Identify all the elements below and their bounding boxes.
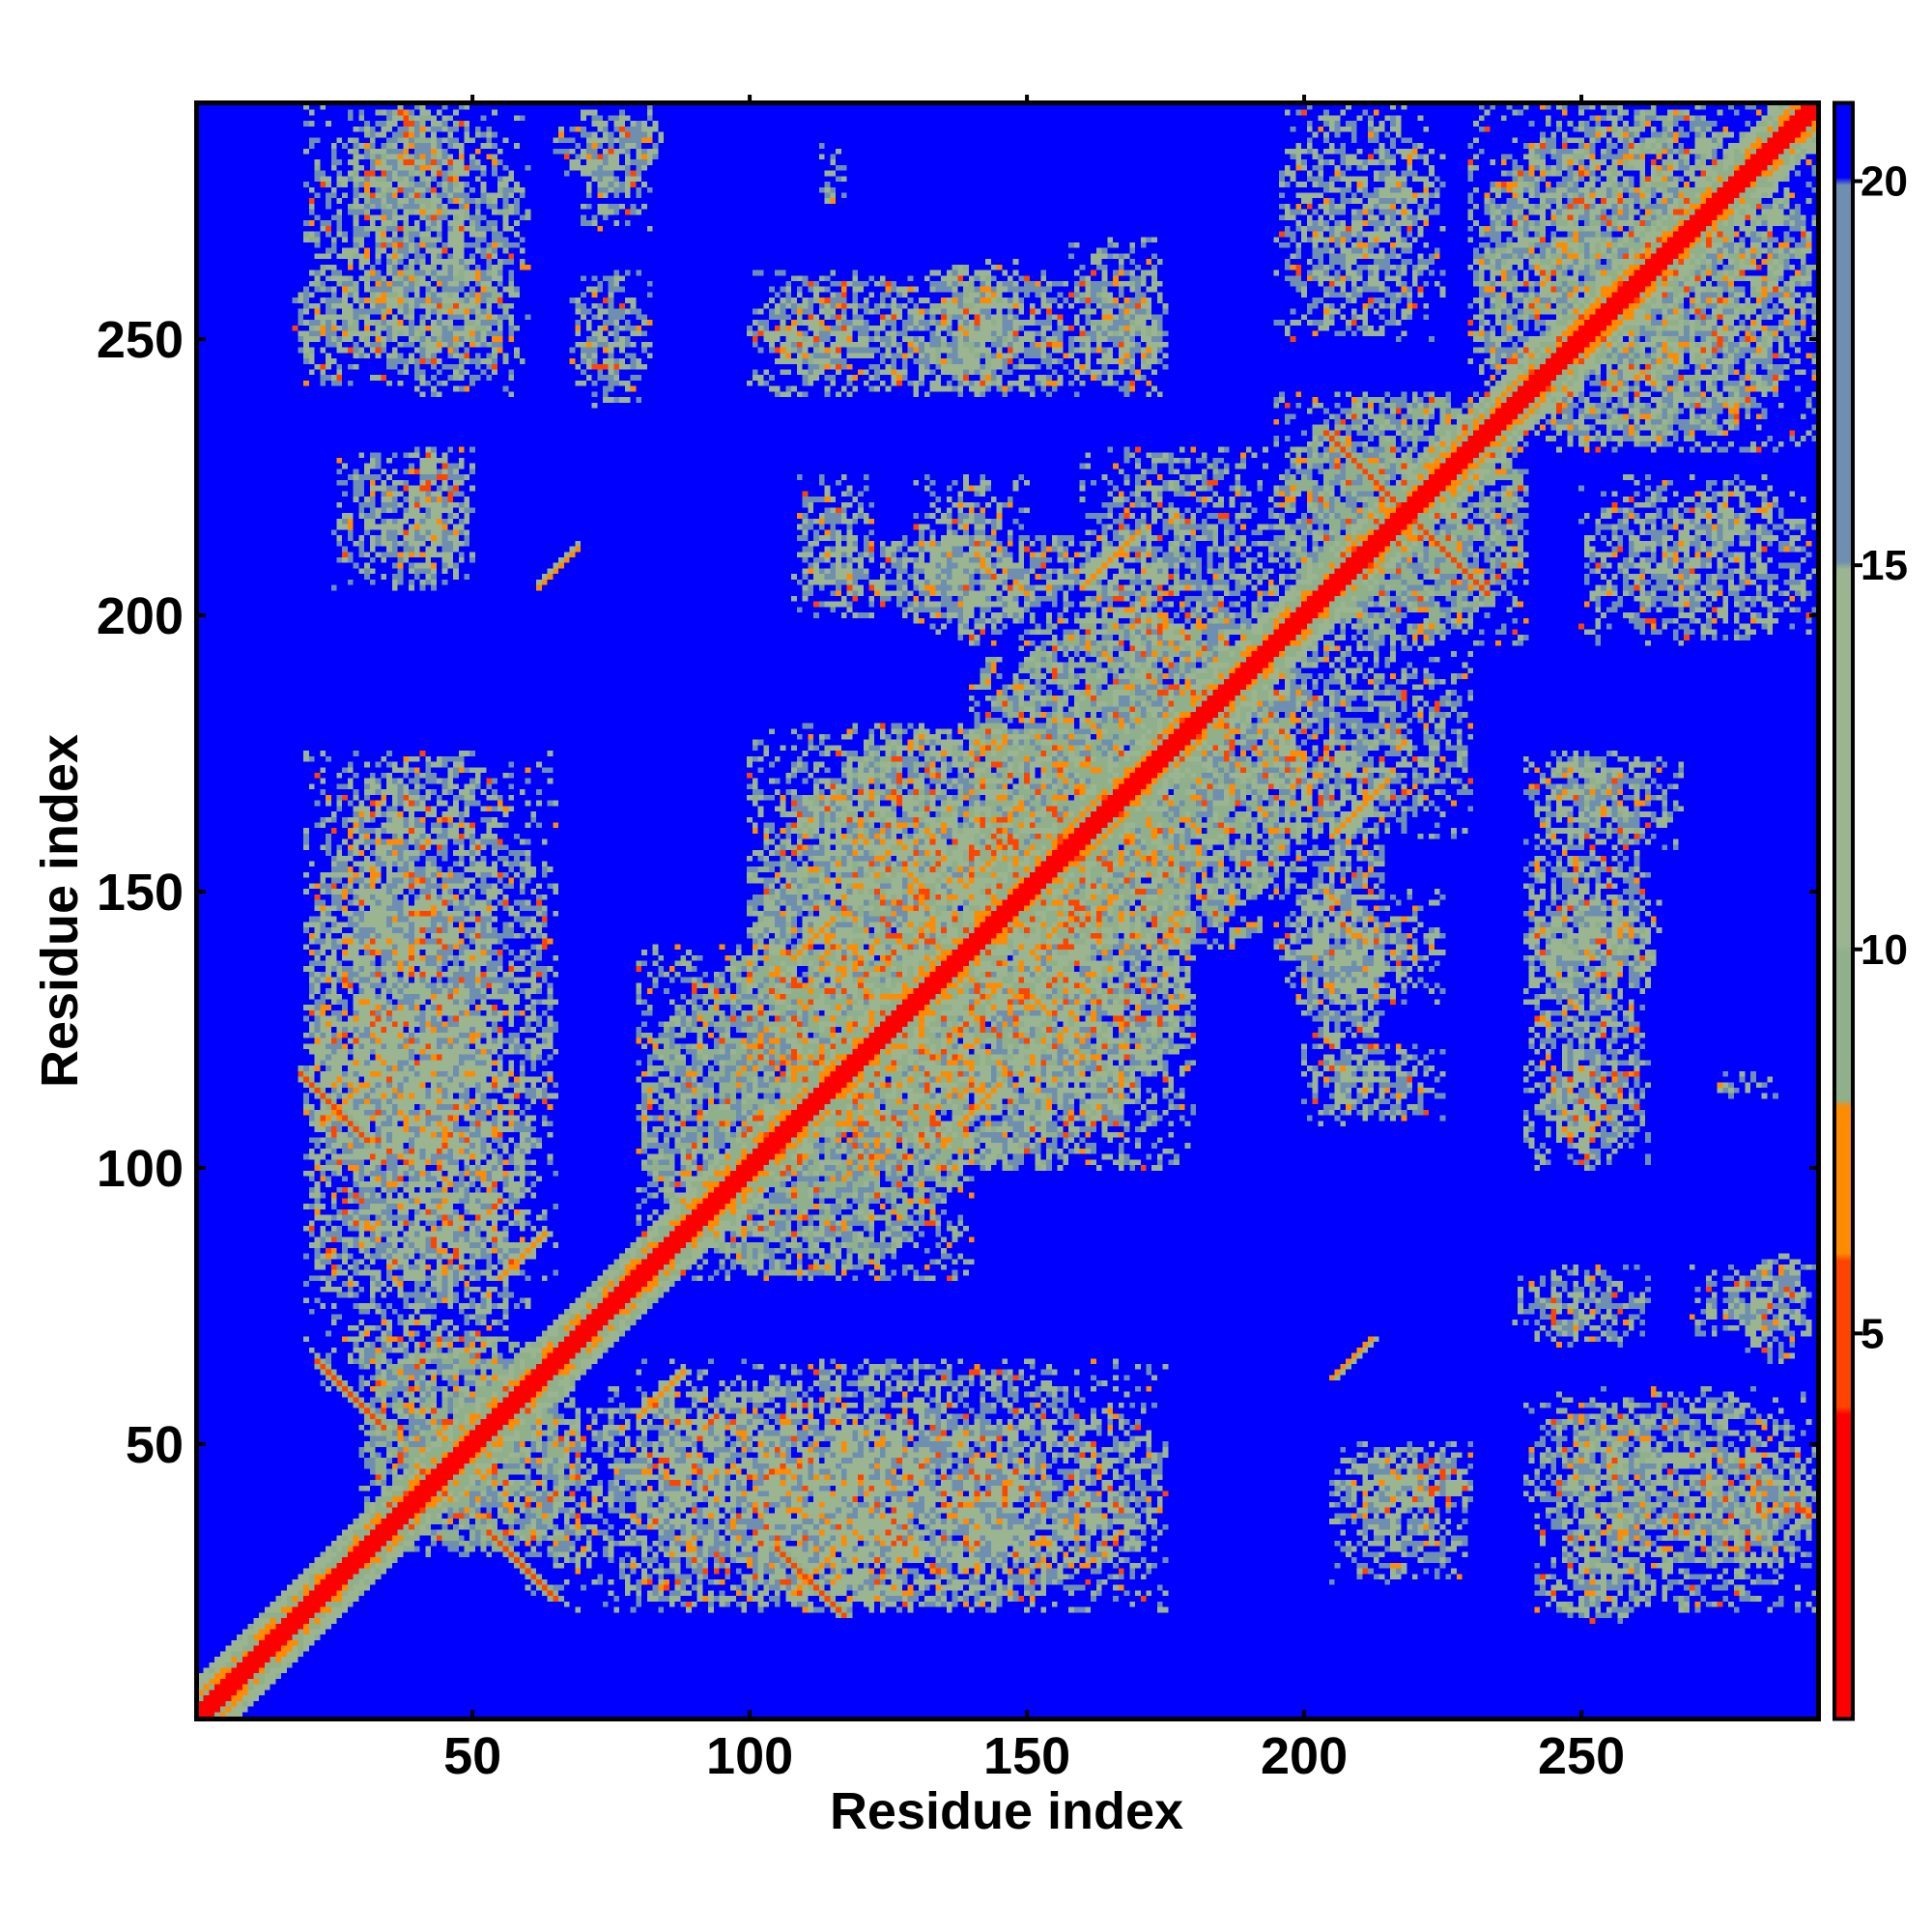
colorbar — [1836, 104, 1851, 1718]
x-axis-ticks: 50 100 150 200 250 — [443, 95, 1625, 1785]
colorbar-ticks: 5 10 15 20 — [1853, 158, 1908, 1357]
y-tick-label: 150 — [97, 864, 184, 922]
x-tick-label: 150 — [983, 1727, 1070, 1785]
x-axis-label: Residue index — [830, 1782, 1183, 1840]
y-tick-label: 100 — [97, 1140, 184, 1198]
colorbar-tick-label: 5 — [1861, 1310, 1884, 1357]
colorbar-tick-label: 10 — [1861, 926, 1908, 974]
y-axis-label: Residue index — [31, 734, 89, 1088]
colorbar-frame — [1833, 100, 1855, 1721]
colorbar-tick-label: 20 — [1861, 158, 1908, 206]
y-axis-ticks: 50 100 150 200 250 — [97, 311, 1817, 1474]
colorbar-tick-label: 15 — [1861, 542, 1908, 589]
x-tick-label: 100 — [706, 1727, 793, 1785]
x-tick-label: 50 — [443, 1727, 501, 1785]
y-tick-label: 200 — [97, 587, 184, 645]
y-tick-label: 250 — [97, 311, 184, 369]
y-tick-label: 50 — [126, 1416, 184, 1474]
x-tick-label: 200 — [1261, 1727, 1348, 1785]
contact-map-heatmap — [198, 104, 1817, 1718]
plot-frame — [194, 100, 1821, 1721]
x-tick-label: 250 — [1538, 1727, 1625, 1785]
